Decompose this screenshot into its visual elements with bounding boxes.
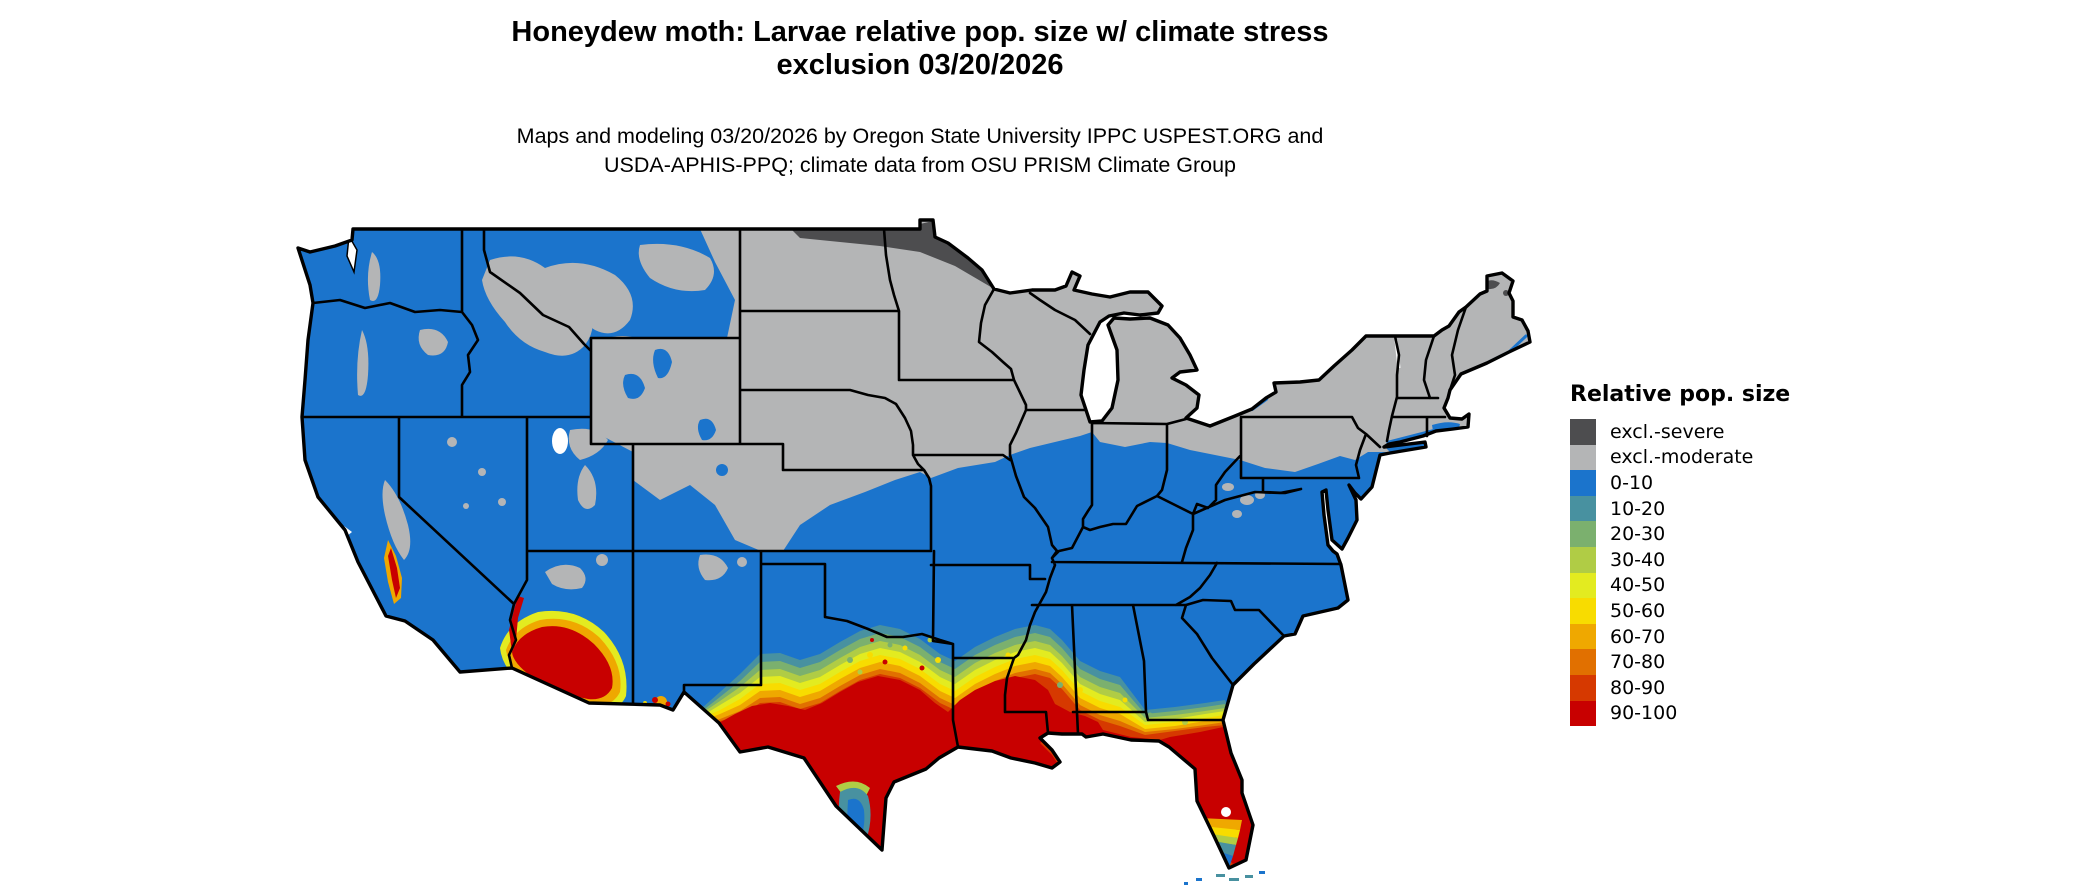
legend-label: 20-30 — [1610, 523, 1666, 546]
legend-color-swatch — [1570, 444, 1596, 471]
legend-label: 10-20 — [1610, 497, 1666, 520]
map-title: Honeydew moth: Larvae relative pop. size… — [320, 16, 1520, 82]
legend-color-swatch — [1570, 598, 1596, 624]
legend-color-swatch — [1570, 546, 1596, 573]
legend-label: 80-90 — [1610, 676, 1666, 699]
state-borders — [300, 227, 1468, 749]
legend-label: 0-10 — [1610, 471, 1654, 494]
map-florida-keys — [1184, 871, 1265, 885]
legend-label: excl.-severe — [1610, 420, 1725, 443]
legend-item: 70-80 — [1570, 649, 1790, 675]
legend-item: 40-50 — [1570, 572, 1790, 599]
legend-item: 20-30 — [1570, 521, 1790, 547]
map-wyoming-blue-patches — [623, 348, 728, 476]
legend-color-swatch — [1570, 419, 1596, 445]
legend-color-swatch — [1570, 649, 1596, 675]
legend-color-swatch — [1570, 700, 1596, 727]
legend-color-swatch — [1570, 495, 1596, 522]
legend-item: 90-100 — [1570, 700, 1790, 727]
legend-label: 60-70 — [1610, 625, 1666, 648]
map-title-line1: Honeydew moth: Larvae relative pop. size… — [511, 16, 1329, 48]
map-subtitle-line2: USDA-APHIS-PPQ; climate data from OSU PR… — [603, 153, 1237, 177]
map-title-line2: exclusion 03/20/2026 — [776, 49, 1064, 81]
legend-item: 80-90 — [1570, 674, 1790, 701]
map-subtitle-line1: Maps and modeling 03/20/2026 by Oregon S… — [516, 124, 1324, 148]
legend-label: 70-80 — [1610, 651, 1666, 674]
legend-item: 10-20 — [1570, 495, 1790, 522]
legend-item: excl.-severe — [1570, 419, 1790, 445]
legend-label: excl.-moderate — [1610, 446, 1754, 469]
legend-label: 40-50 — [1610, 574, 1666, 597]
legend-label: 50-60 — [1610, 599, 1666, 622]
legend-item: 0-10 — [1570, 470, 1790, 496]
legend-item: 60-70 — [1570, 623, 1790, 650]
legend-label: 30-40 — [1610, 548, 1666, 571]
map-transition-speckles — [847, 637, 1188, 725]
legend-item: 30-40 — [1570, 546, 1790, 573]
legend-color-swatch — [1570, 674, 1596, 701]
legend-color-swatch — [1570, 572, 1596, 599]
us-outline — [296, 218, 1532, 870]
legend-color-swatch — [1570, 470, 1596, 496]
legend: Relative pop. size excl.-severe excl.-mod… — [1570, 382, 1791, 727]
map-mountain-excluded-patches — [357, 243, 1265, 590]
legend-items: excl.-severe excl.-moderate 0-10 10-20 20-30… — [1570, 419, 1790, 727]
legend-color-swatch — [1570, 521, 1596, 547]
map-subtitle: Maps and modeling 03/20/2026 by Oregon S… — [320, 122, 1520, 180]
legend-color-swatch — [1570, 623, 1596, 650]
legend-item: 50-60 — [1570, 598, 1790, 624]
legend-label: 90-100 — [1610, 702, 1678, 725]
legend-item: excl.-moderate — [1570, 444, 1790, 471]
legend-title: Relative pop. size — [1570, 382, 1791, 407]
